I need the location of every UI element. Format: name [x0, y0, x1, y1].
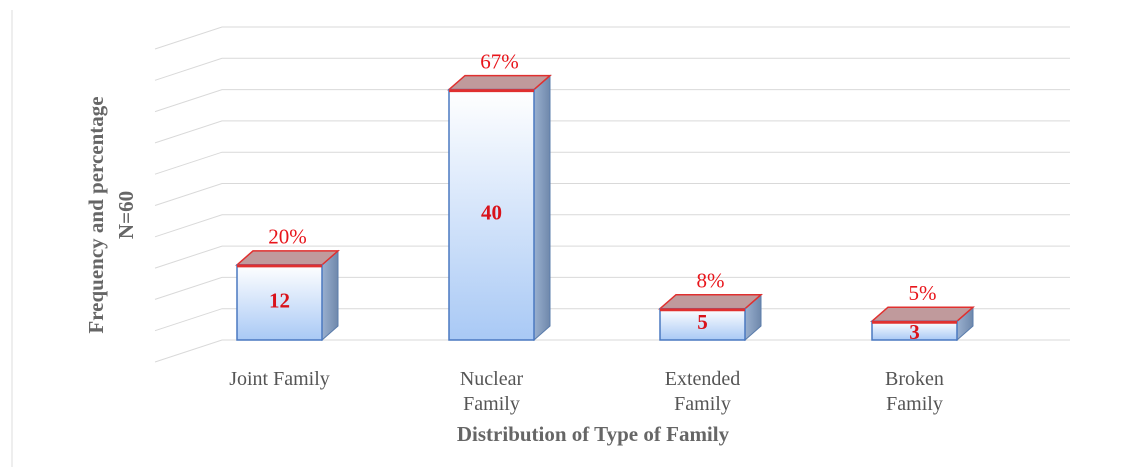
x-tick-label-line: Nuclear: [460, 368, 524, 390]
x-axis-label: Distribution of Type of Family: [457, 422, 730, 446]
value-label: 5: [697, 310, 708, 334]
grid-line: [154, 151, 1070, 175]
bar: [659, 307, 746, 341]
x-tick-label-line: Family: [674, 393, 731, 415]
bar-top: [658, 293, 763, 310]
bar-side: [533, 74, 551, 342]
x-tick-label-line: Joint Family: [229, 368, 330, 390]
value-label: 3: [909, 320, 920, 344]
bar-top: [870, 306, 975, 322]
grid-line: [154, 339, 1070, 363]
x-tick-label-line: Extended: [665, 368, 741, 390]
x-tick-label-line: Family: [463, 393, 520, 415]
x-tick-label: Broken Family: [885, 368, 944, 415]
grid-line: [154, 245, 1070, 269]
bar-side: [321, 249, 339, 342]
y-axis-label: Frequency and percentage: [84, 96, 108, 333]
grid-line: [154, 26, 1070, 50]
grid-line: [154, 308, 1070, 332]
y-axis-label: N=60: [114, 191, 138, 239]
bar: [236, 264, 323, 341]
x-tick-label: Nuclear Family: [460, 368, 524, 415]
grid-line: [154, 120, 1070, 144]
percent-label: 5%: [909, 281, 937, 305]
x-tick-label-line: Family: [886, 393, 943, 415]
bar-top: [447, 74, 552, 91]
percent-label: 67%: [480, 49, 519, 73]
grid-line: [154, 89, 1070, 113]
bar-top: [235, 250, 340, 266]
percent-label: 8%: [697, 269, 725, 293]
grid-line: [154, 183, 1070, 206]
x-tick-label-line: Broken: [885, 368, 944, 390]
value-label: 12: [269, 288, 290, 312]
grid-line: [154, 214, 1070, 238]
bar: [448, 88, 535, 341]
grid-line: [154, 276, 1070, 300]
x-tick-label: Joint Family: [229, 368, 330, 390]
x-tick-label: Extended Family: [665, 368, 741, 415]
percent-label: 20%: [268, 225, 307, 249]
value-label: 40: [481, 201, 502, 225]
grid-line: [154, 57, 1070, 81]
